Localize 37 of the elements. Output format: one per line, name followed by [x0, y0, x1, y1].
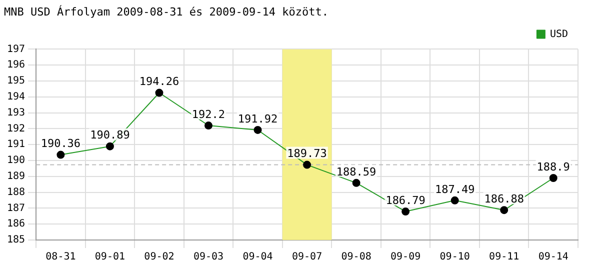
- data-label: 190.36: [40, 137, 81, 150]
- data-label: 190.89: [90, 128, 130, 142]
- x-tick-label: 09-09: [390, 252, 421, 263]
- x-tick-label: 09-03: [193, 252, 224, 263]
- x-tick-label: 08-31: [46, 252, 76, 263]
- y-tick-label: 188: [7, 186, 26, 198]
- y-tick-label: 185: [7, 234, 26, 246]
- data-label: 188.59: [336, 165, 376, 178]
- y-tick-label: 196: [7, 60, 26, 71]
- y-tick-label: 189: [7, 170, 26, 182]
- legend-label: USD: [550, 28, 568, 40]
- data-label: 191.92: [238, 112, 278, 126]
- data-label: 187.49: [434, 182, 475, 196]
- data-label: 192.2: [192, 108, 226, 121]
- x-tick-label: 09-04: [242, 252, 273, 263]
- y-tick-label: 197: [7, 44, 26, 55]
- data-label: 188.9: [536, 160, 570, 174]
- y-tick-label: 191: [7, 139, 26, 150]
- x-tick-label: 09-11: [489, 252, 520, 263]
- y-tick-label: 194: [7, 91, 26, 102]
- data-label: 189.73: [287, 147, 327, 160]
- x-tick-label: 09-08: [341, 252, 372, 263]
- y-tick-label: 195: [7, 76, 26, 87]
- data-label: 186.79: [386, 194, 426, 207]
- chart-title: MNB USD Árfolyam 2009-08-31 és 2009-09-14 között.: [4, 4, 329, 18]
- x-tick-label: 09-01: [94, 252, 126, 263]
- x-tick-label: 09-10: [440, 252, 470, 263]
- y-tick-label: 192: [7, 123, 26, 134]
- y-tick-label: 187: [7, 202, 26, 214]
- y-tick-label: 186: [7, 218, 26, 230]
- x-tick-label: 09-07: [292, 252, 322, 263]
- data-label: 194.26: [139, 75, 180, 88]
- data-label: 186.88: [484, 192, 524, 206]
- x-tick-label: 09-02: [144, 252, 174, 263]
- y-tick-label: 193: [7, 107, 26, 118]
- y-tick-label: 190: [7, 155, 26, 166]
- x-tick-label: 09-14: [538, 252, 568, 263]
